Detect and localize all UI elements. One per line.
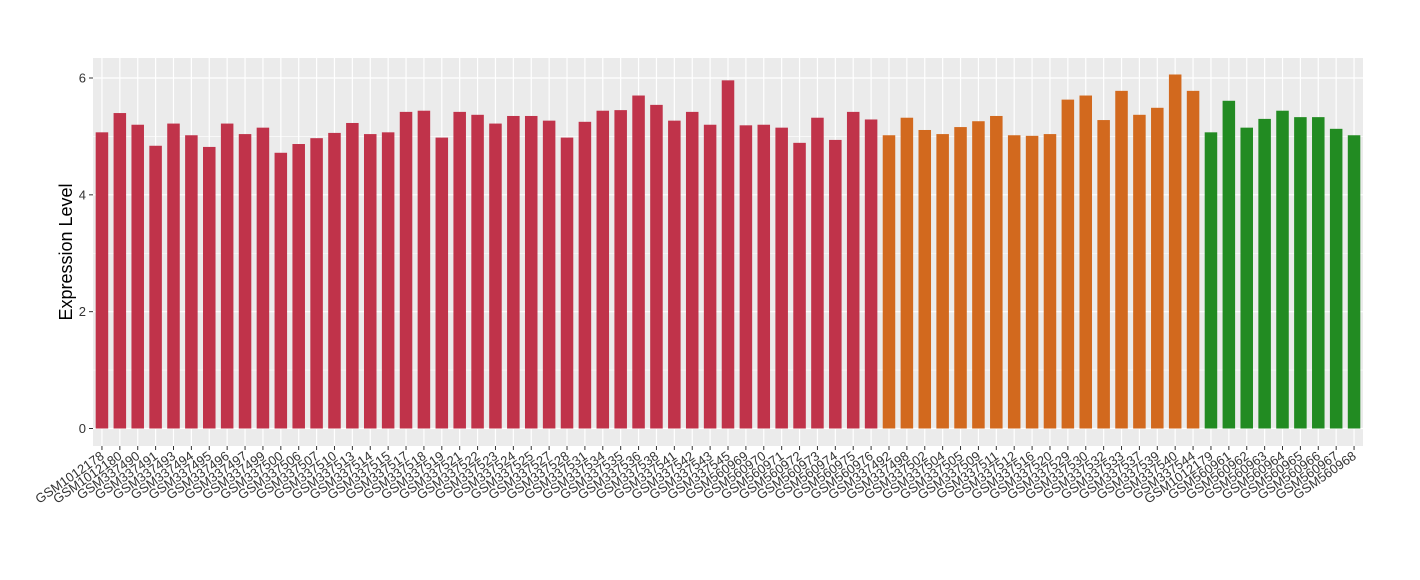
- bar: [399, 111, 413, 429]
- bar: [185, 135, 198, 429]
- bar: [1312, 117, 1325, 429]
- bar: [596, 110, 610, 429]
- bar: [328, 132, 341, 429]
- bar: [757, 124, 771, 429]
- bar: [363, 134, 377, 429]
- bar: [703, 124, 717, 429]
- bar: [220, 123, 234, 429]
- bar: [203, 146, 216, 429]
- bar: [113, 113, 127, 429]
- bar: [918, 129, 932, 429]
- bar: [167, 123, 180, 429]
- bar: [632, 95, 645, 429]
- bar: [721, 80, 735, 429]
- bar: [95, 132, 109, 429]
- y-axis: 0 2 4 6: [79, 71, 93, 436]
- bar: [775, 127, 788, 429]
- bar: [1043, 134, 1057, 429]
- y-tick-label: 6: [79, 71, 86, 86]
- y-tick-label: 2: [79, 304, 86, 319]
- bar: [1222, 100, 1236, 429]
- bar: [811, 117, 824, 429]
- y-tick-label: 0: [79, 421, 86, 436]
- bar: [1097, 120, 1110, 429]
- y-tick-label: 4: [79, 187, 86, 202]
- bar: [1168, 74, 1182, 429]
- bar: [1276, 110, 1289, 429]
- bar: [668, 120, 681, 429]
- bar: [739, 125, 753, 429]
- bar: [489, 123, 502, 429]
- bar: [346, 122, 359, 429]
- bar: [954, 127, 967, 429]
- bar: [292, 144, 305, 429]
- bar: [1025, 135, 1039, 429]
- bar: [417, 110, 431, 429]
- bar: [882, 135, 896, 429]
- bar: [846, 111, 860, 429]
- bar: [1294, 117, 1307, 429]
- bar: [274, 152, 288, 429]
- bar: [1079, 95, 1093, 429]
- bar: [471, 114, 484, 429]
- bar: [1186, 90, 1200, 429]
- y-axis-title: Expression Level: [56, 183, 76, 320]
- bar: [310, 138, 323, 429]
- bar: [900, 117, 914, 429]
- bar: [864, 119, 878, 429]
- bar: [524, 115, 538, 429]
- bar: [1133, 114, 1146, 429]
- bar: [793, 142, 806, 429]
- bar: [578, 121, 592, 429]
- bar: [650, 104, 663, 429]
- bar: [131, 124, 144, 429]
- bar: [972, 121, 985, 429]
- bar: [1347, 135, 1361, 429]
- bar: [936, 134, 949, 429]
- bar: [614, 110, 627, 429]
- bar: [507, 115, 520, 429]
- bars: [95, 74, 1361, 429]
- bar: [1240, 127, 1253, 429]
- bar: [435, 137, 449, 429]
- bar: [990, 115, 1003, 429]
- bar: [1007, 135, 1021, 429]
- bar: [1151, 107, 1164, 429]
- bar: [256, 127, 270, 429]
- bar: [238, 134, 252, 429]
- bar: [149, 145, 162, 429]
- bar: [560, 137, 574, 429]
- bar: [829, 139, 842, 429]
- bar: [381, 132, 395, 429]
- bar: [1061, 99, 1075, 429]
- bar: [542, 120, 556, 429]
- bar: [453, 111, 466, 429]
- bar: [1115, 90, 1128, 429]
- x-axis: GSM1012178GSM1012180GSM337490GSM337491GS…: [32, 446, 1359, 506]
- bar: [1204, 132, 1218, 429]
- bar: [1329, 128, 1343, 429]
- bar: [685, 111, 699, 429]
- bar: [1258, 118, 1271, 429]
